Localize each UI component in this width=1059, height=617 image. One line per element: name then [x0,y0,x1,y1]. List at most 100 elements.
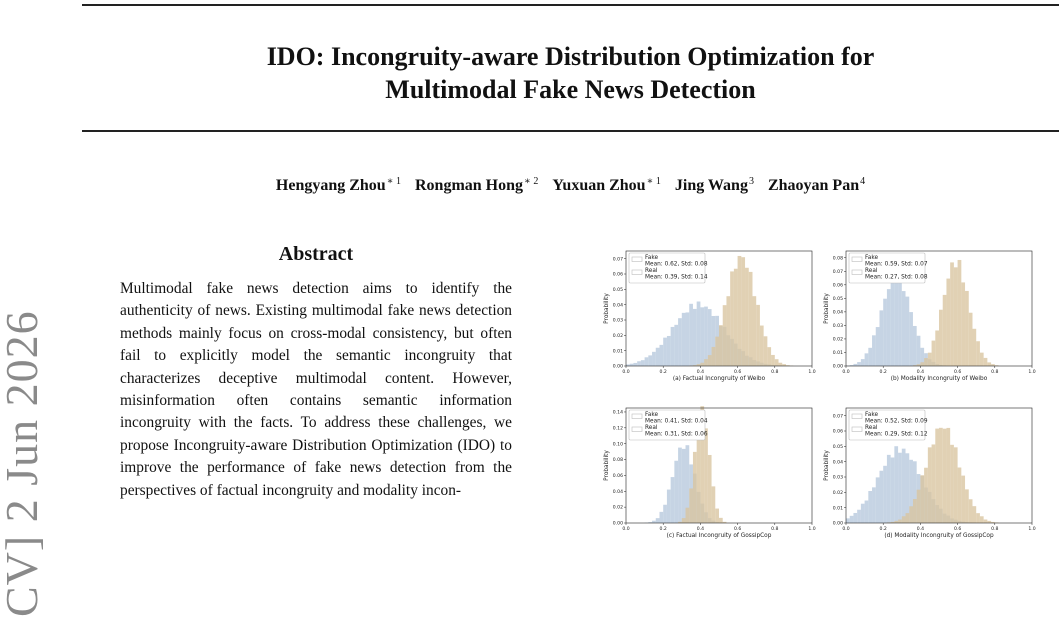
legend-swatch [852,427,862,432]
histogram-bar [868,348,872,366]
histogram-bar [704,359,708,366]
x-tick-label: 0.8 [771,526,778,532]
y-tick-label: 0.00 [613,521,623,527]
histogram-bar [712,347,716,366]
legend-series-stat: Mean: 0.62, Std: 0.08 [645,262,708,268]
histogram-bar [853,364,857,366]
histogram-bar [738,256,742,366]
histogram-bar [678,318,682,366]
histogram-bar [682,518,686,523]
histogram-bar [920,362,924,366]
y-tick-label: 0.07 [833,413,843,419]
y-tick-label: 0.04 [613,302,623,308]
histogram-bar [708,355,712,366]
title-line-1: IDO: Incongruity-aware Distribution Opti… [82,40,1059,73]
histogram-bar [965,291,969,366]
histogram-bar [928,353,932,366]
histogram-bar [894,521,898,523]
x-tick-label: 0.8 [771,369,778,375]
histogram-bar [984,358,988,366]
author: Hengyang Zhou∗ 1 [276,177,401,194]
histogram-bar [987,521,991,523]
y-tick-label: 0.01 [613,348,623,354]
histogram-bar [902,291,906,366]
legend-series-stat: Mean: 0.27, Std: 0.08 [865,275,928,281]
y-tick-label: 0.04 [613,489,623,495]
histogram-bar [950,262,954,366]
y-tick-label: 0.01 [833,350,843,356]
chart-caption: (c) Factual Incongruity of GossipCop [667,533,772,539]
histogram-bar [704,428,708,523]
x-tick-label: 0.0 [842,369,849,375]
histogram-bar [659,512,663,523]
histogram-bar [704,307,708,366]
histogram-bar [719,518,723,523]
histogram-bar [906,453,910,523]
histogram-bar [935,330,939,366]
abstract-heading: Abstract [120,243,512,266]
histogram-bar [689,304,693,366]
histogram-bar [883,466,887,523]
y-tick-label: 0.14 [613,410,623,416]
y-tick-label: 0.03 [833,475,843,481]
legend-series-name: Real [645,425,658,431]
legend-series-stat: Mean: 0.59, Std: 0.07 [865,262,928,268]
histogram-bar [924,358,928,366]
x-tick-label: 0.4 [697,369,704,375]
histogram-bar [674,325,678,366]
x-tick-label: 0.0 [842,526,849,532]
y-tick-label: 0.12 [613,425,623,431]
x-tick-label: 0.8 [991,369,998,375]
histogram-bar [876,477,880,523]
histogram-bar [656,348,660,366]
histogram-bar [719,325,723,366]
histogram-bar [954,267,958,366]
y-tick-label: 0.01 [833,505,843,511]
y-tick-label: 0.08 [833,255,843,261]
histogram-bar [764,336,768,366]
histogram-bar [879,310,883,366]
y-axis-label: Probability [824,450,830,481]
legend-swatch [632,270,642,275]
y-tick-label: 0.03 [833,323,843,329]
histogram-bar [972,506,976,523]
histogram-bar [723,305,727,366]
x-tick-label: 0.6 [734,369,741,375]
histogram-bar [917,336,921,366]
histogram-bar [898,453,902,523]
legend-series-stat: Mean: 0.52, Std: 0.09 [865,419,928,425]
x-tick-label: 0.6 [954,369,961,375]
histogram-bar [734,269,738,366]
legend-series-name: Real [865,425,878,431]
legend-series-name: Fake [865,255,879,261]
x-tick-label: 0.4 [917,369,924,375]
histogram-bar [637,361,641,366]
legend-swatch [632,414,642,419]
histogram-bar [961,476,965,523]
histogram-bar [883,299,887,366]
histogram-bar [697,302,701,366]
y-tick-label: 0.04 [833,459,843,465]
histogram-bar [894,282,898,366]
histogram-bar [861,359,865,366]
histogram-bar [726,296,730,366]
histogram-bar [678,448,682,523]
title-line-2: Multimodal Fake News Detection [82,73,1059,106]
y-tick-label: 0.02 [613,333,623,339]
bottom-rule [82,130,1059,132]
histogram-bar [894,446,898,523]
histogram-bar [984,520,988,523]
author: Rongman Hong∗ 2 [415,177,538,194]
histogram-bar [850,516,854,523]
legend-series-name: Fake [645,255,659,261]
histogram-bar [671,477,675,523]
histogram-bar [976,341,980,366]
histogram-bar [876,327,880,366]
